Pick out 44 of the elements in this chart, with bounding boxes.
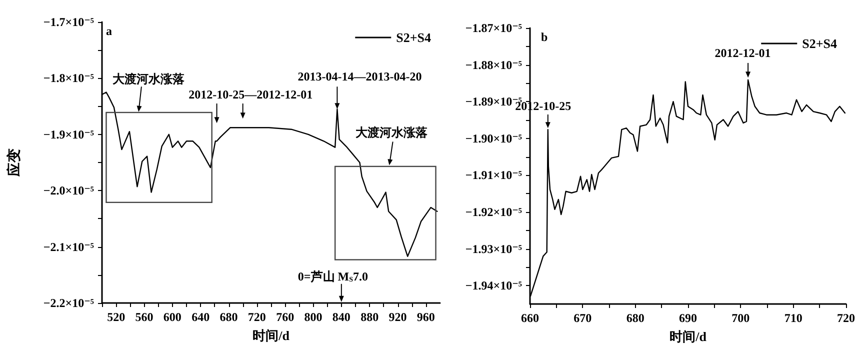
x-tick-label: 700 [732,311,750,325]
x-tick-label: 670 [574,311,592,325]
x-tick-label: 720 [837,311,855,325]
y-tick-label: −1.91×10⁻⁵ [465,168,522,182]
legend-label: S2+S4 [802,36,838,51]
annotation: 2012-12-01 [714,46,771,60]
y-axis-title: 应变 [6,148,22,178]
x-tick-label: 520 [107,310,126,324]
y-tick-label: −1.92×10⁻⁵ [465,205,522,219]
x-tick-label: 640 [192,310,210,324]
x-tick-label: 920 [388,310,407,324]
chart-title: b [541,30,548,44]
x-axis-title: 时间/d [670,329,708,344]
x-tick-label: 880 [360,310,379,324]
y-tick-label: −1.87×10⁻⁵ [465,21,522,35]
x-axis-title: 时间/d [252,328,290,343]
annotation: 大渡河水涨落 [355,126,428,140]
x-tick-label: 800 [304,310,322,324]
y-tick-label: −1.93×10⁻⁵ [465,242,522,256]
x-tick-label: 680 [626,311,644,325]
x-tick-label: 720 [248,310,266,324]
y-tick-label: −1.8×10⁻⁵ [43,71,94,86]
annotation: 2013-04-14—2013-04-20 [298,70,422,84]
y-tick-label: −1.88×10⁻⁵ [465,58,522,72]
x-tick-label: 660 [521,311,539,325]
legend-label: S2+S4 [396,30,432,45]
annotation: 2012-10-25—2012-12-01 [188,88,313,102]
x-tick-label: 560 [135,310,154,324]
x-tick-label: 960 [416,310,435,324]
annotation: 大渡河水涨落 [112,72,186,86]
y-tick-label: −1.7×10⁻⁵ [43,15,94,29]
x-tick-label: 710 [784,311,802,325]
y-tick-label: −2.0×10⁻⁵ [43,184,94,198]
y-tick-label: −2.2×10⁻⁵ [43,296,94,310]
x-tick-label: 690 [679,311,697,325]
chart-title: a [106,24,112,38]
x-tick-label: 840 [332,310,350,324]
y-tick-label: −1.90×10⁻⁵ [465,131,522,146]
x-tick-label: 600 [163,310,182,324]
x-tick-label: 760 [276,310,294,324]
y-tick-label: −1.94×10⁻⁵ [465,278,522,293]
x-tick-label: 680 [220,310,238,324]
y-tick-label: −2.1×10⁻⁵ [43,240,94,254]
y-tick-label: −1.9×10⁻⁵ [43,127,94,142]
